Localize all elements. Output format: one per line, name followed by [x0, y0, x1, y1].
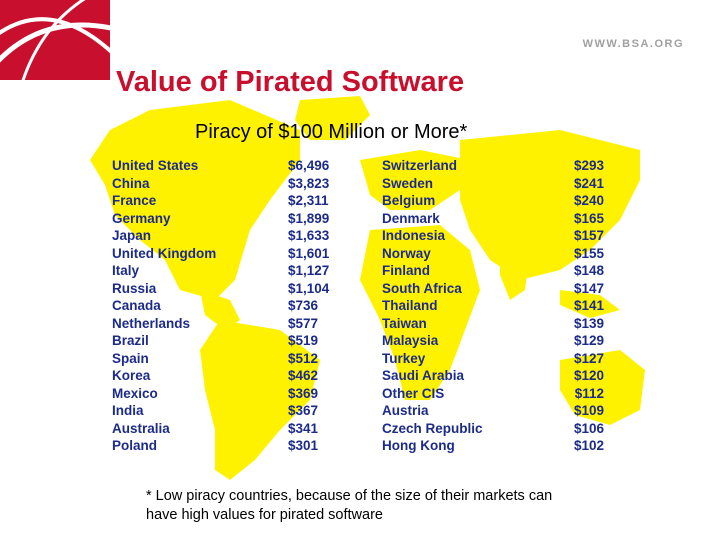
country-name: China [112, 175, 150, 191]
piracy-value: $139 [573, 315, 604, 331]
piracy-value: $129 [573, 333, 604, 348]
country-name: Finland [382, 263, 430, 278]
piracy-value: $106 [573, 420, 604, 436]
piracy-value: $3,823 [288, 175, 330, 191]
piracy-value: $241 [573, 175, 604, 191]
country-name: France [112, 193, 157, 208]
country-name: Sweden [382, 175, 434, 191]
table-row: Spain $512 Turkey $127 [112, 350, 604, 367]
country-name: Other CIS [382, 385, 445, 401]
country-name: United States [112, 158, 199, 173]
country-name: United Kingdom [112, 245, 217, 261]
country-name: Russia [112, 280, 157, 296]
piracy-value: $1,899 [288, 210, 330, 226]
country-name: Brazil [112, 333, 149, 348]
country-name: Australia [112, 420, 170, 436]
table-row: Germany $1,899 Denmark $165 [112, 210, 604, 227]
country-name: Malaysia [382, 333, 439, 348]
piracy-value: $301 [288, 438, 319, 453]
piracy-value: $165 [573, 210, 604, 226]
country-name: Italy [112, 263, 140, 278]
country-name: Mexico [112, 385, 158, 401]
slide-subtitle: Piracy of $100 Million or More* [195, 121, 468, 143]
country-name: Taiwan [382, 315, 427, 331]
country-name: Czech Republic [382, 420, 483, 436]
country-name: Poland [112, 438, 158, 453]
country-name: Netherlands [112, 315, 191, 331]
piracy-value: $341 [288, 420, 319, 436]
table-row: India $367 Austria $109 [112, 402, 604, 419]
table-row: Brazil $519 Malaysia $129 [112, 332, 604, 349]
piracy-value: $112 [574, 385, 604, 401]
piracy-value: $369 [288, 385, 319, 401]
piracy-value: $736 [288, 298, 319, 313]
piracy-value: $102 [573, 438, 604, 453]
piracy-value: $293 [573, 158, 604, 173]
country-name: India [112, 403, 144, 418]
table-row: United Kingdom $1,601 Norway $155 [112, 245, 604, 262]
piracy-value: $1,633 [288, 228, 330, 243]
table-row: Mexico $369 Other CIS $112 [112, 385, 604, 402]
piracy-value: $1,127 [288, 263, 330, 278]
piracy-value: $155 [573, 245, 604, 261]
piracy-value: $462 [288, 368, 319, 383]
piracy-value: $148 [573, 263, 604, 278]
piracy-value: $141 [573, 298, 604, 313]
country-name: Germany [112, 210, 171, 226]
table-row: Japan $1,633 Indonesia $157 [112, 227, 604, 244]
table-row: Korea $462 Saudi Arabia $120 [112, 367, 604, 384]
bsa-logo-icon [0, 0, 110, 80]
country-name: Indonesia [382, 228, 446, 243]
piracy-value: $1,104 [288, 280, 330, 296]
piracy-value: $157 [573, 228, 604, 243]
table-row: Italy $1,127 Finland $148 [112, 262, 604, 279]
table-row: France $2,311 Belgium $240 [112, 192, 604, 209]
piracy-value: $577 [288, 315, 319, 331]
piracy-value: $240 [573, 193, 604, 208]
country-name: Belgium [382, 193, 436, 208]
country-name: Saudi Arabia [382, 368, 465, 383]
footnote: * Low piracy countries, because of the s… [146, 487, 666, 525]
footnote-line: have high values for pirated software [146, 507, 383, 523]
piracy-value: $127 [573, 350, 604, 366]
country-name: Switzerland [382, 158, 458, 173]
table-row: Australia $341 Czech Republic $106 [112, 420, 604, 437]
slide-title: Value of Pirated Software [116, 66, 465, 98]
footnote-line: * Low piracy countries, because of the s… [146, 488, 553, 504]
site-url: WWW.BSA.ORG [582, 38, 684, 50]
country-name: South Africa [382, 280, 462, 296]
table-row: Netherlands $577 Taiwan $139 [112, 315, 604, 332]
country-name: Turkey [382, 350, 426, 366]
country-name: Austria [382, 403, 429, 418]
country-name: Denmark [382, 210, 440, 226]
piracy-value: $109 [573, 403, 604, 418]
piracy-value: $1,601 [288, 245, 330, 261]
piracy-value: $6,496 [288, 158, 330, 173]
piracy-value: $2,311 [288, 193, 329, 208]
country-name: Korea [112, 368, 151, 383]
piracy-value: $512 [288, 350, 319, 366]
country-name: Canada [112, 298, 161, 313]
country-name: Norway [382, 245, 431, 261]
piracy-value: $367 [288, 403, 319, 418]
table-row: China $3,823 Sweden $241 [112, 175, 604, 192]
table-row: United States $6,496 Switzerland $293 [112, 157, 604, 174]
country-name: Hong Kong [382, 438, 455, 453]
piracy-value: $120 [573, 368, 604, 383]
country-name: Thailand [382, 298, 438, 313]
table-row: Canada $736 Thailand $141 [112, 297, 604, 314]
piracy-value: $519 [288, 333, 319, 348]
piracy-value: $147 [573, 280, 604, 296]
table-row: Poland $301 Hong Kong $102 [112, 437, 604, 454]
table-row: Russia $1,104 South Africa $147 [112, 280, 604, 297]
country-name: Japan [112, 228, 152, 243]
country-name: Spain [112, 350, 149, 366]
